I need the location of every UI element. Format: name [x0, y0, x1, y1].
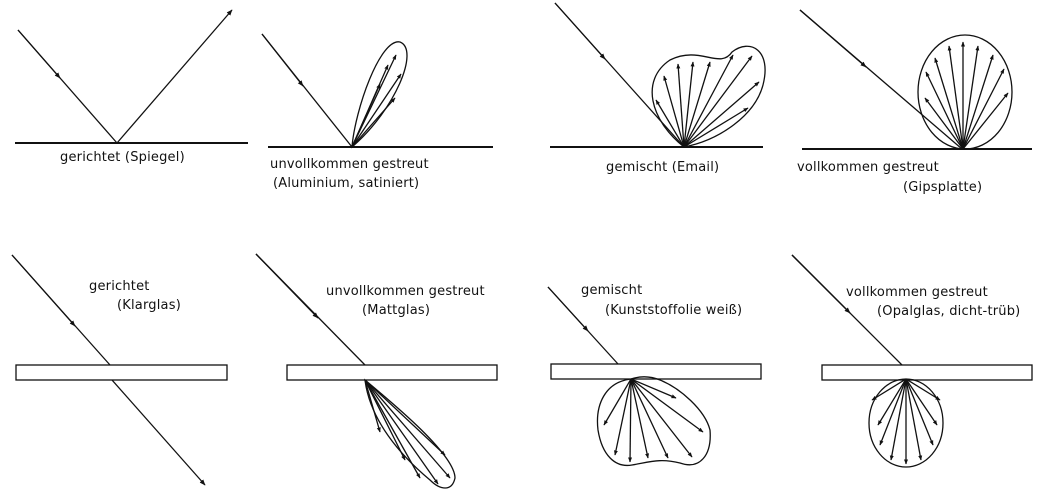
panel-perfect-diffuse-reflection: [799, 9, 1032, 150]
caption-mixed-transmission: gemischt: [581, 283, 643, 298]
scatter-lobe: [364, 378, 456, 489]
caption-specular-reflection: gerichtet (Spiegel): [60, 150, 185, 165]
scatter-lobe: [651, 45, 766, 148]
glass-pane: [286, 364, 498, 381]
caption-mixed-reflection: gemischt (Email): [606, 160, 720, 175]
incident-arrow: [554, 2, 606, 60]
reflected-ray: [116, 9, 233, 144]
glass-pane: [821, 364, 1033, 381]
caption-imperfect-diffuse-reflection: unvollkommen gestreut: [270, 157, 429, 172]
incident-arrow: [11, 254, 76, 327]
panel-specular-reflection: [15, 9, 248, 144]
material-perfect-diffuse-reflection: (Gipsplatte): [903, 180, 983, 195]
incident-arrow: [791, 254, 851, 314]
caption-perfect-diffuse-reflection: vollkommen gestreut: [797, 160, 939, 175]
scatter-lobe: [596, 376, 711, 467]
scatter-rays: [603, 378, 704, 463]
glass-pane: [550, 363, 762, 380]
panel-mixed-transmission: [547, 286, 762, 467]
glass-pane: [15, 364, 228, 381]
panel-imperfect-diffuse-transmission: [255, 253, 498, 489]
panel-direct-transmission: [11, 254, 228, 486]
incident-arrow: [261, 33, 304, 87]
material-direct-transmission: (Klarglas): [117, 298, 181, 313]
incident-arrow: [799, 9, 867, 68]
scatter-rays: [351, 54, 402, 148]
material-imperfect-diffuse-reflection: (Aluminium, satiniert): [273, 176, 420, 191]
scatter-rays: [871, 378, 941, 465]
transmitted-ray: [111, 379, 206, 486]
incident-arrow: [17, 29, 61, 79]
panel-perfect-diffuse-transmission: [791, 254, 1033, 468]
incident-arrow: [547, 286, 589, 332]
incident-arrow: [255, 253, 319, 319]
caption-perfect-diffuse-transmission: vollkommen gestreut: [846, 285, 988, 300]
panel-mixed-reflection: [550, 2, 766, 148]
panel-imperfect-diffuse-reflection: [261, 33, 493, 149]
scatter-rays: [364, 379, 451, 485]
material-perfect-diffuse-transmission: (Opalglas, dicht-trüb): [877, 304, 1021, 319]
scatter-rays: [924, 41, 1009, 150]
scatter-lobe: [917, 34, 1013, 150]
material-imperfect-diffuse-transmission: (Mattglas): [362, 303, 431, 318]
material-mixed-transmission: (Kunststoffolie weiß): [605, 303, 743, 318]
caption-imperfect-diffuse-transmission: unvollkommen gestreut: [326, 284, 485, 299]
caption-direct-transmission: gerichtet: [89, 279, 150, 294]
scatter-rays: [655, 54, 760, 148]
